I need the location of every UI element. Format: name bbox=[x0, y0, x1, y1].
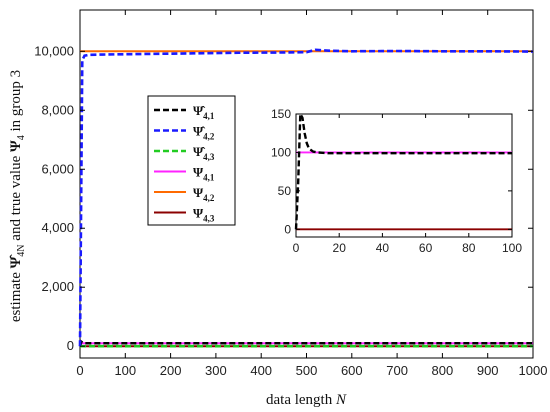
x-tick-label: 800 bbox=[432, 363, 454, 378]
inset-y-tick-label: 100 bbox=[271, 145, 291, 159]
inset-x-tick-label: 80 bbox=[462, 241, 476, 255]
x-tick-label: 200 bbox=[160, 363, 182, 378]
inset-series-group bbox=[294, 109, 512, 231]
y-tick-label: 10,000 bbox=[34, 43, 74, 58]
inset-series-line bbox=[294, 109, 512, 230]
y-axis-label: estimate Ψ̂4N and true value Ψ4 in group… bbox=[8, 70, 27, 322]
main-series-group bbox=[78, 48, 534, 348]
y-tick-label: 6,000 bbox=[41, 161, 74, 176]
inset-y-tick-label: 150 bbox=[271, 107, 291, 121]
legend-entry-label: Ψ̂4,1 bbox=[193, 103, 215, 121]
y-tick-label: 4,000 bbox=[41, 220, 74, 235]
y-tick-label: 2,000 bbox=[41, 279, 74, 294]
legend-entry-label: Ψ̂4,3 bbox=[193, 144, 215, 162]
legend-entry-label: Ψ4,2 bbox=[193, 185, 215, 203]
x-tick-label: 300 bbox=[205, 363, 227, 378]
x-tick-label: 900 bbox=[477, 363, 499, 378]
y-tick-label: 8,000 bbox=[41, 102, 74, 117]
legend-box bbox=[147, 95, 236, 226]
legend-entry-label: Ψ4,1 bbox=[193, 165, 215, 183]
inset-y-tick-label: 50 bbox=[278, 184, 292, 198]
x-tick-label: 400 bbox=[250, 363, 272, 378]
y-tick-label: 0 bbox=[67, 338, 74, 353]
inset-x-tick-label: 100 bbox=[502, 241, 522, 255]
inset-y-tick-label: 0 bbox=[284, 222, 291, 236]
x-axis-label: data length N bbox=[266, 392, 347, 408]
legend-entry-label: Ψ̂4,2 bbox=[193, 124, 215, 142]
x-tick-label: 1000 bbox=[519, 363, 548, 378]
inset-plot-area: 0 20 40 60 80 100 0 50 100 150 bbox=[271, 107, 522, 255]
series-line-estimate-4-1 bbox=[78, 339, 533, 347]
legend-entry-label: Ψ4,3 bbox=[193, 206, 215, 224]
x-tick-label: 100 bbox=[114, 363, 136, 378]
series-line-estimate-4-2 bbox=[78, 48, 534, 347]
inset-x-tick-label: 20 bbox=[333, 241, 347, 255]
x-tick-label: 0 bbox=[76, 363, 83, 378]
inset-x-tick-label: 0 bbox=[293, 241, 300, 255]
x-tick-label: 500 bbox=[296, 363, 318, 378]
legend: Ψ̂4,1 Ψ̂4,2 Ψ̂4,3 Ψ4,1 Ψ4,2 Ψ4,3 bbox=[147, 95, 236, 226]
inset-x-tick-label: 40 bbox=[376, 241, 390, 255]
x-tick-label: 600 bbox=[341, 363, 363, 378]
x-tick-label: 700 bbox=[386, 363, 408, 378]
inset-x-tick-label: 60 bbox=[419, 241, 433, 255]
inset-frame bbox=[295, 113, 513, 238]
